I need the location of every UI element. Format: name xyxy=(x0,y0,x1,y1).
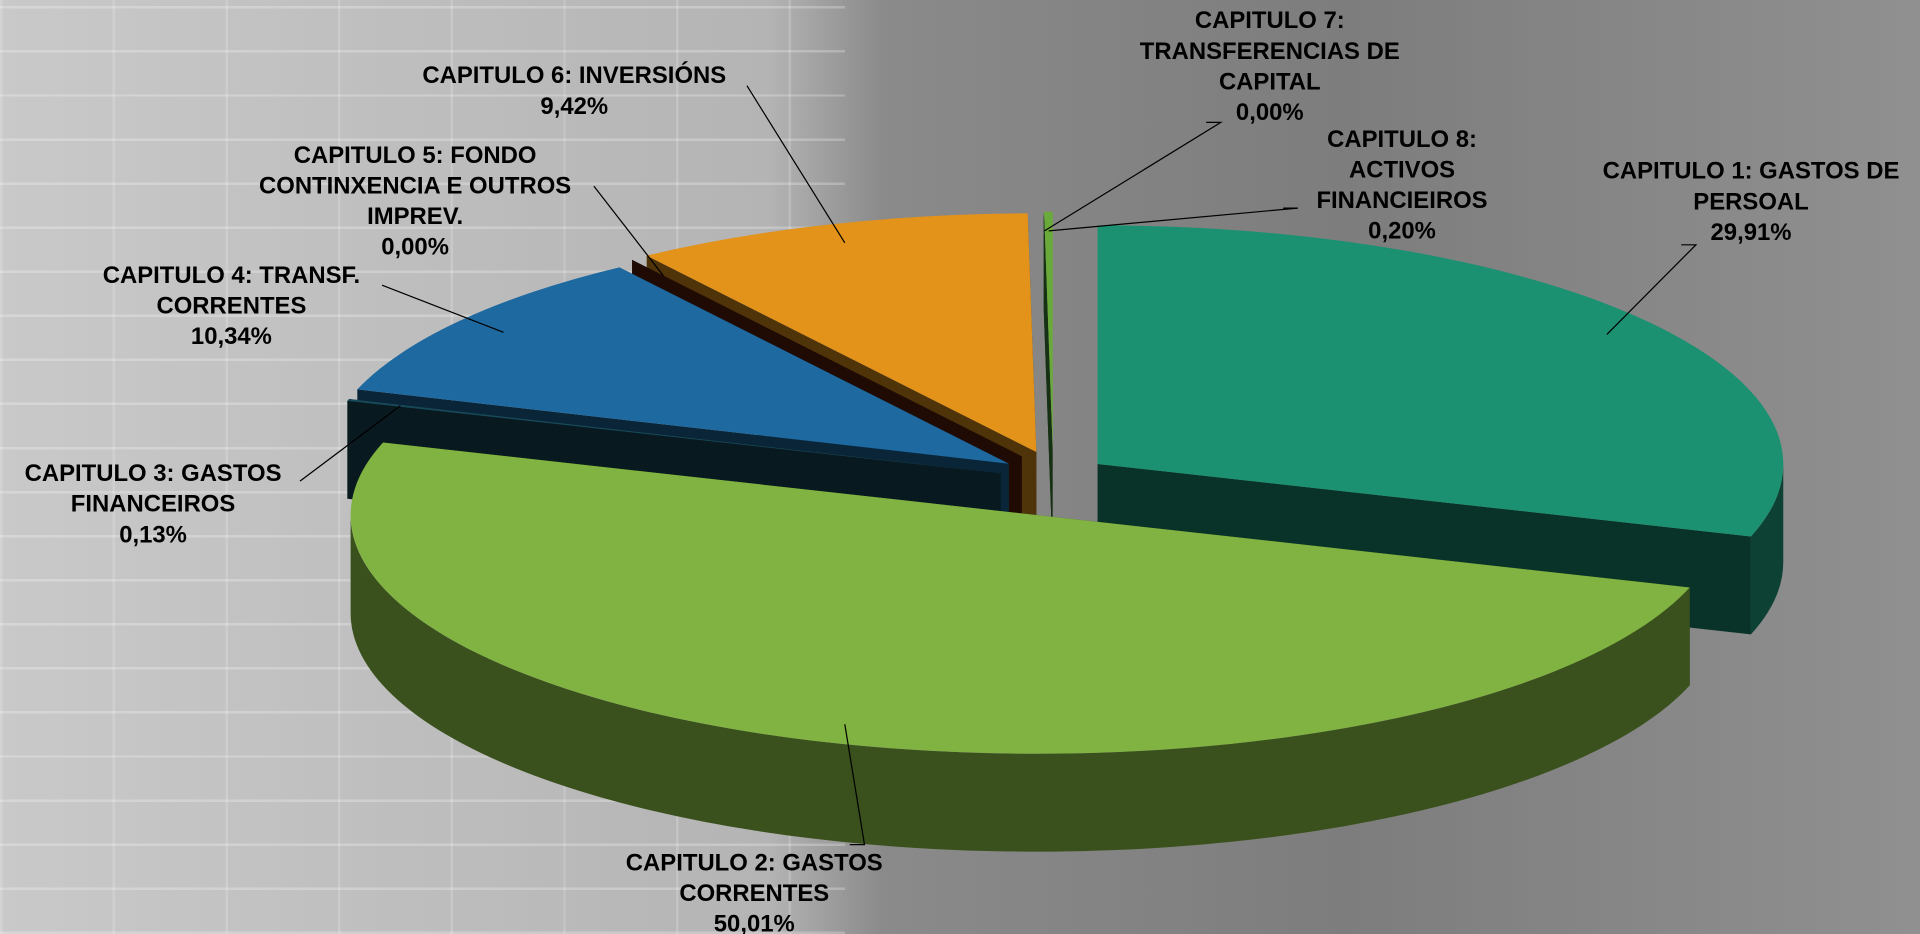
slice xyxy=(1097,225,1784,537)
value-label: 29,91% xyxy=(1710,219,1792,247)
leader-line xyxy=(593,185,664,277)
category-label: CAPITULO 7: TRANSFERENCIAS DE CAPITAL xyxy=(1139,7,1400,96)
value-label: 10,34% xyxy=(190,323,272,351)
leader-line xyxy=(746,85,846,244)
data-label: CAPITULO 3: GASTOS FINANCEIROS 0,13% xyxy=(0,459,306,551)
category-label: CAPITULO 8: ACTIVOS FINANCIEIROS xyxy=(1316,126,1488,215)
data-label: CAPITULO 8: ACTIVOS FINANCIEIROS 0,20% xyxy=(1292,125,1512,247)
slice-cut-wall xyxy=(1043,211,1053,549)
leader-line xyxy=(381,284,504,333)
data-label: CAPITULO 6: INVERSIÓNS 9,42% xyxy=(397,61,752,122)
leader-line xyxy=(1048,207,1299,232)
leader-line xyxy=(1606,244,1698,335)
category-label: CAPITULO 1: GASTOS DE PERSOAL xyxy=(1602,157,1900,216)
slice-outer-wall xyxy=(350,515,1690,852)
category-label: CAPITULO 5: FONDO CONTINXENCIA E OUTROS … xyxy=(258,141,572,231)
slice xyxy=(357,267,1009,464)
value-label: 0,13% xyxy=(119,521,187,549)
category-label: CAPITULO 3: GASTOS FINANCEIROS xyxy=(24,460,282,518)
leader-line xyxy=(844,724,866,846)
value-label: 0,20% xyxy=(1368,217,1436,245)
value-label: 9,42% xyxy=(540,93,609,120)
value-label: 50,01% xyxy=(713,910,795,934)
data-label: CAPITULO 5: FONDO CONTINXENCIA E OUTROS … xyxy=(231,141,598,263)
category-label: CAPITULO 2: GASTOS CORRENTES xyxy=(625,849,883,908)
value-label: 0,00% xyxy=(381,233,449,261)
slice xyxy=(1044,211,1053,451)
leader-line xyxy=(299,405,401,482)
slice xyxy=(1043,211,1053,549)
leader-line xyxy=(1044,121,1223,232)
data-label: CAPITULO 2: GASTOS CORRENTES 50,01% xyxy=(595,848,913,934)
data-label: CAPITULO 4: TRANSF. CORRENTES 10,34% xyxy=(78,261,384,353)
data-label: CAPITULO 7: TRANSFERENCIAS DE CAPITAL 0,0… xyxy=(1117,6,1423,128)
slice xyxy=(347,398,1001,474)
slice xyxy=(350,442,1690,852)
category-label: CAPITULO 6: INVERSIÓNS xyxy=(422,62,727,90)
slice-outer-wall xyxy=(1750,464,1784,635)
data-label: CAPITULO 1: GASTOS DE PERSOAL 29,91% xyxy=(1573,157,1920,249)
category-label: CAPITULO 4: TRANSF. CORRENTES xyxy=(102,261,361,320)
value-label: 0,00% xyxy=(1235,99,1304,127)
slice xyxy=(646,213,1037,453)
slice xyxy=(350,442,1690,754)
